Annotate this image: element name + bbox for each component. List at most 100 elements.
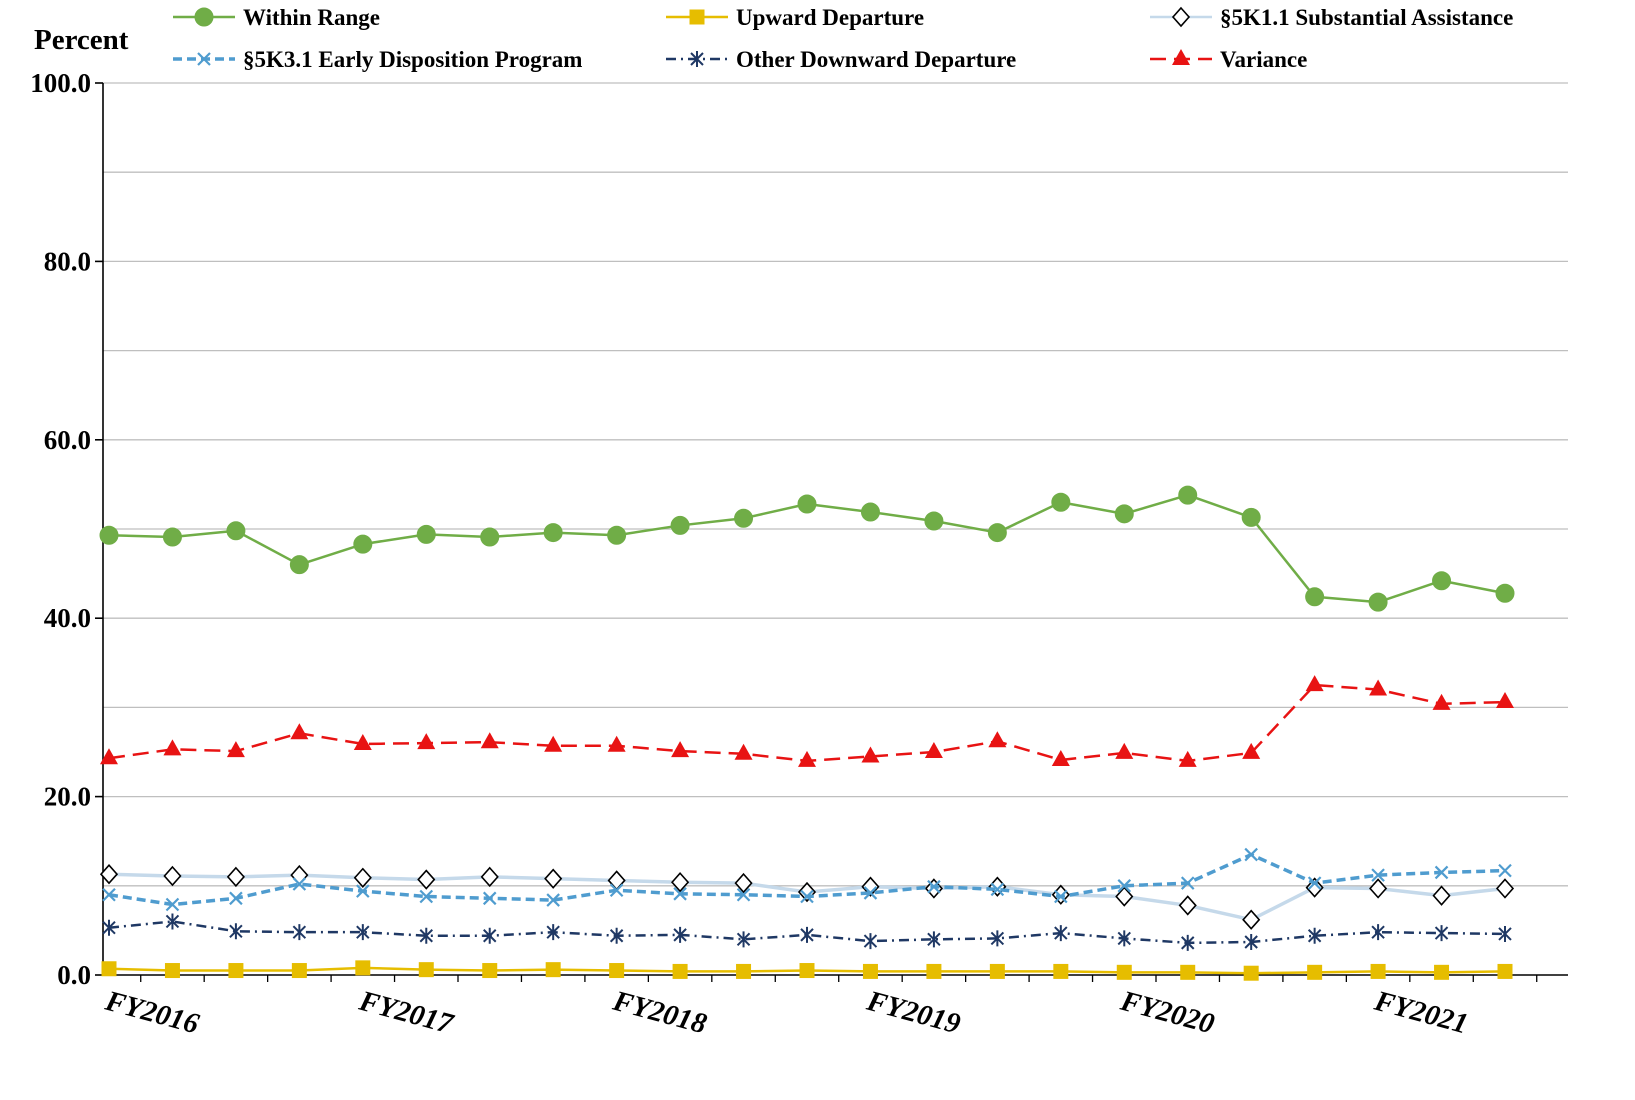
data-point — [1117, 930, 1131, 947]
circle-marker — [987, 523, 1007, 543]
data-point — [607, 735, 626, 752]
data-point — [799, 963, 815, 979]
data-point — [1370, 963, 1386, 979]
data-point — [990, 930, 1005, 947]
data-point — [863, 933, 878, 950]
data-point — [356, 924, 370, 941]
diamond-marker — [1178, 895, 1197, 916]
x-marker — [419, 889, 434, 904]
asterisk-marker — [419, 927, 433, 944]
y-axis-label: Percent — [34, 24, 129, 56]
triangle-marker — [798, 750, 816, 767]
data-point — [1180, 964, 1196, 980]
data-point — [670, 515, 690, 535]
square-marker — [1116, 964, 1132, 980]
data-point — [1115, 742, 1134, 759]
legend-item-5k3-1-early-disposition-program: §5K3.1 Early Disposition Program — [173, 47, 582, 72]
x-marker — [546, 893, 560, 907]
x-tick-label: FY2019 — [863, 985, 964, 1041]
data-point — [1495, 878, 1515, 899]
square-marker — [862, 963, 878, 979]
data-point — [289, 555, 309, 575]
triangle-marker — [1178, 750, 1197, 767]
data-point — [546, 893, 560, 907]
series-variance — [100, 675, 1514, 767]
circle-marker — [1051, 492, 1071, 512]
circle-marker — [1495, 583, 1515, 603]
triangle-marker — [353, 733, 372, 750]
data-point — [1432, 693, 1451, 710]
x-marker — [927, 879, 941, 894]
circle-marker — [1114, 504, 1134, 524]
triangle-marker — [1172, 49, 1190, 65]
data-point — [987, 523, 1007, 543]
data-point — [417, 869, 436, 890]
data-point — [1244, 933, 1258, 950]
x-marker — [990, 882, 1005, 897]
data-point — [734, 743, 753, 760]
square-marker — [545, 962, 561, 978]
series-group — [99, 485, 1515, 981]
diamond-marker — [607, 870, 626, 891]
triangle-marker — [1369, 679, 1388, 696]
data-point — [162, 527, 182, 547]
square-marker — [1243, 965, 1259, 981]
data-point — [290, 864, 309, 886]
x-marker — [482, 891, 497, 906]
square-marker — [355, 960, 371, 976]
data-point — [544, 735, 563, 752]
x-marker — [1054, 889, 1068, 904]
data-point — [163, 739, 182, 756]
data-point — [1178, 895, 1197, 916]
square-marker — [164, 963, 180, 979]
data-point — [291, 963, 307, 979]
data-point — [1307, 927, 1322, 944]
circle-marker — [734, 508, 754, 528]
data-point — [546, 924, 560, 941]
circle-marker — [353, 534, 373, 554]
data-point — [672, 963, 688, 979]
data-point — [863, 886, 878, 900]
x-tick-label: FY2020 — [1116, 985, 1217, 1041]
circle-marker — [797, 494, 817, 514]
data-point — [1369, 679, 1388, 696]
diamond-marker — [1115, 886, 1134, 907]
series-other-downward-departure — [102, 913, 1512, 951]
x-marker — [1371, 868, 1385, 882]
square-marker — [799, 963, 815, 979]
data-point — [800, 926, 814, 943]
series-5k3-1-early-disposition-program — [102, 847, 1512, 912]
data-point — [419, 889, 434, 904]
data-point — [1180, 876, 1195, 890]
x-marker — [800, 889, 814, 904]
x-marker — [736, 887, 751, 902]
legend-swatch-marker — [1171, 6, 1191, 28]
data-point — [671, 872, 690, 893]
x-marker — [229, 891, 243, 906]
circle-marker — [1368, 592, 1388, 612]
data-point — [736, 963, 752, 979]
data-point — [292, 877, 307, 891]
diamond-marker — [417, 869, 436, 890]
data-point — [355, 960, 371, 976]
data-point — [99, 525, 119, 545]
data-point — [1368, 592, 1388, 612]
triangle-marker — [1496, 692, 1514, 709]
data-point — [356, 884, 370, 898]
data-point — [480, 732, 499, 749]
triangle-marker — [671, 741, 690, 758]
data-point — [989, 963, 1005, 979]
asterisk-marker — [292, 924, 307, 941]
triangle-marker — [480, 732, 499, 749]
square-marker — [1053, 963, 1069, 979]
triangle-marker — [163, 739, 182, 756]
data-point — [226, 521, 246, 541]
circle-marker — [194, 7, 214, 27]
asterisk-marker — [102, 919, 116, 936]
data-point — [607, 870, 626, 891]
y-tick-label: 100.0 — [30, 68, 91, 98]
asterisk-marker — [356, 924, 370, 941]
legend-item-5k1-1-substantial-assistance: §5K1.1 Substantial Assistance — [1150, 5, 1513, 30]
circle-marker — [226, 521, 246, 541]
data-point — [544, 868, 563, 889]
